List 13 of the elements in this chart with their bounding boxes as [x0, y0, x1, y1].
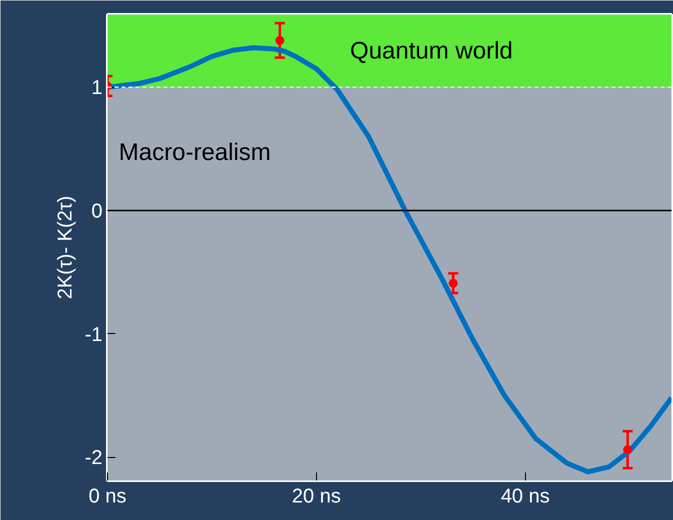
x-tick-label: 40 ns	[500, 486, 550, 508]
y-tick-label: 1	[91, 77, 102, 100]
point	[623, 445, 632, 454]
point	[448, 278, 458, 288]
band-label: Macro-realism	[118, 138, 271, 166]
y-tick-label: -2	[84, 447, 103, 470]
band-label: Quantum world	[350, 37, 513, 64]
y-tick-label: -1	[84, 324, 103, 346]
x-tick-label: 20 ns	[292, 486, 341, 508]
y-tick-label: 0	[91, 200, 102, 223]
point	[275, 36, 284, 45]
x-tick-label: 0 ns	[88, 486, 126, 508]
y-axis-title: 2K(τ)- K(2τ)	[54, 196, 77, 300]
